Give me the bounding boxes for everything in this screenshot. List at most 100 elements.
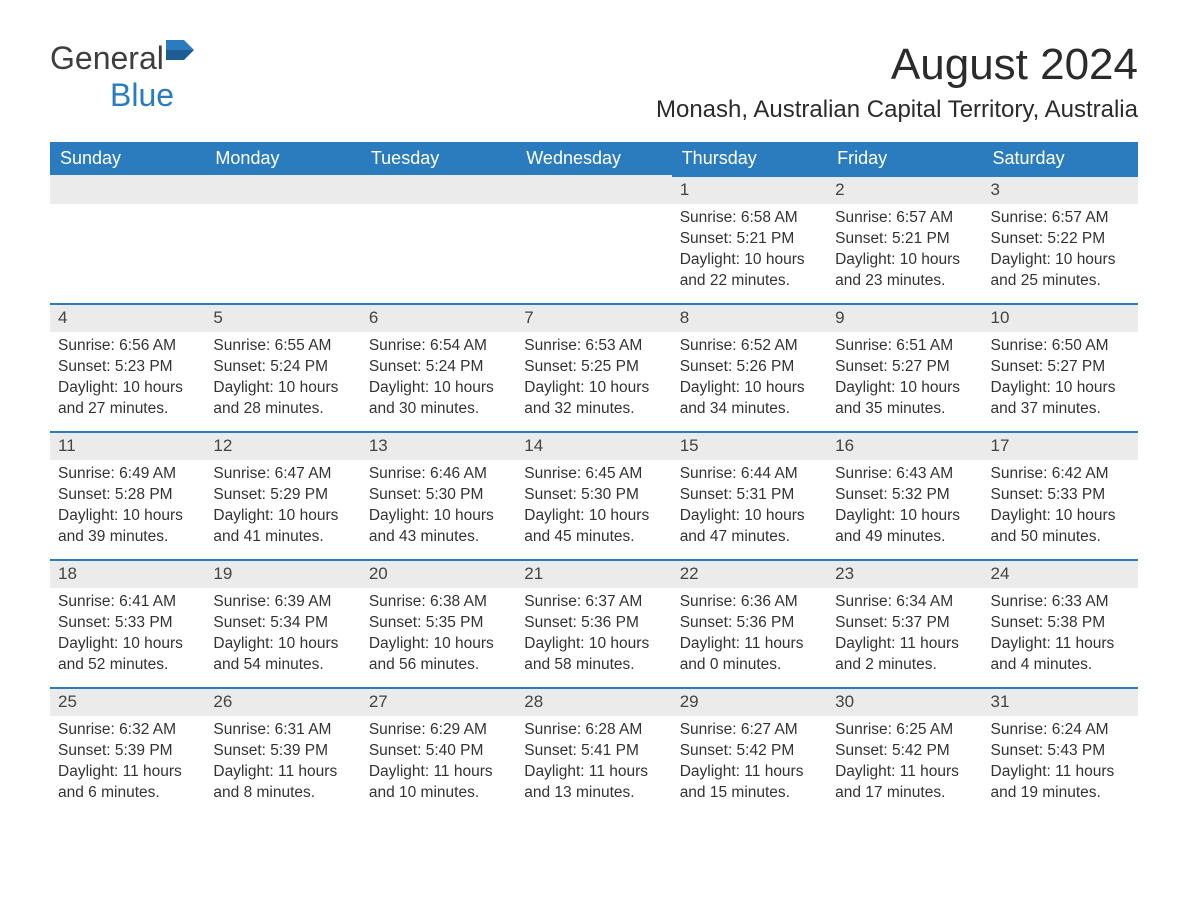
sunset-text: Sunset: 5:22 PM xyxy=(991,229,1130,250)
day-body: Sunrise: 6:54 AMSunset: 5:24 PMDaylight:… xyxy=(361,332,516,428)
daylight-text: Daylight: 10 hours and 32 minutes. xyxy=(524,378,663,420)
daylight-text: Daylight: 11 hours and 4 minutes. xyxy=(991,634,1130,676)
sunset-text: Sunset: 5:21 PM xyxy=(680,229,819,250)
day-body: Sunrise: 6:24 AMSunset: 5:43 PMDaylight:… xyxy=(983,716,1138,812)
daylight-text: Daylight: 10 hours and 56 minutes. xyxy=(369,634,508,676)
daylight-text: Daylight: 10 hours and 41 minutes. xyxy=(213,506,352,548)
logo: General Blue xyxy=(50,40,194,114)
calendar-day-cell: 26Sunrise: 6:31 AMSunset: 5:39 PMDayligh… xyxy=(205,687,360,815)
calendar-day-cell: 6Sunrise: 6:54 AMSunset: 5:24 PMDaylight… xyxy=(361,303,516,431)
day-body: Sunrise: 6:43 AMSunset: 5:32 PMDaylight:… xyxy=(827,460,982,556)
day-body: Sunrise: 6:36 AMSunset: 5:36 PMDaylight:… xyxy=(672,588,827,684)
logo-text-general: General xyxy=(50,40,164,76)
day-number: 23 xyxy=(827,559,982,588)
day-header: Monday xyxy=(205,142,360,175)
day-body: Sunrise: 6:55 AMSunset: 5:24 PMDaylight:… xyxy=(205,332,360,428)
calendar-day-cell: 5Sunrise: 6:55 AMSunset: 5:24 PMDaylight… xyxy=(205,303,360,431)
calendar-day-cell: 1Sunrise: 6:58 AMSunset: 5:21 PMDaylight… xyxy=(672,175,827,303)
sunrise-text: Sunrise: 6:31 AM xyxy=(213,720,352,741)
day-number: 28 xyxy=(516,687,671,716)
sunset-text: Sunset: 5:33 PM xyxy=(58,613,197,634)
day-header: Friday xyxy=(827,142,982,175)
calendar-day-cell: 4Sunrise: 6:56 AMSunset: 5:23 PMDaylight… xyxy=(50,303,205,431)
day-number: 15 xyxy=(672,431,827,460)
calendar-day-cell: 17Sunrise: 6:42 AMSunset: 5:33 PMDayligh… xyxy=(983,431,1138,559)
day-body: Sunrise: 6:58 AMSunset: 5:21 PMDaylight:… xyxy=(672,204,827,300)
day-body: Sunrise: 6:53 AMSunset: 5:25 PMDaylight:… xyxy=(516,332,671,428)
daylight-text: Daylight: 10 hours and 50 minutes. xyxy=(991,506,1130,548)
day-number: 18 xyxy=(50,559,205,588)
calendar-day-cell: 7Sunrise: 6:53 AMSunset: 5:25 PMDaylight… xyxy=(516,303,671,431)
sunset-text: Sunset: 5:36 PM xyxy=(524,613,663,634)
daylight-text: Daylight: 10 hours and 39 minutes. xyxy=(58,506,197,548)
calendar-day-cell xyxy=(205,175,360,303)
daylight-text: Daylight: 10 hours and 52 minutes. xyxy=(58,634,197,676)
sunrise-text: Sunrise: 6:49 AM xyxy=(58,464,197,485)
daylight-text: Daylight: 10 hours and 27 minutes. xyxy=(58,378,197,420)
day-body: Sunrise: 6:57 AMSunset: 5:22 PMDaylight:… xyxy=(983,204,1138,300)
sunrise-text: Sunrise: 6:32 AM xyxy=(58,720,197,741)
day-number: 13 xyxy=(361,431,516,460)
calendar-day-cell: 10Sunrise: 6:50 AMSunset: 5:27 PMDayligh… xyxy=(983,303,1138,431)
calendar-day-cell: 2Sunrise: 6:57 AMSunset: 5:21 PMDaylight… xyxy=(827,175,982,303)
calendar-week-row: 25 Sunrise: 6:32 AMSunset: 5:39 PM Dayligh… xyxy=(50,687,1138,815)
calendar-week-row: 1Sunrise: 6:58 AMSunset: 5:21 PMDaylight… xyxy=(50,175,1138,303)
day-number: 25 xyxy=(50,687,205,716)
day-header: Tuesday xyxy=(361,142,516,175)
day-number: 10 xyxy=(983,303,1138,332)
day-body: Sunrise: 6:56 AMSunset: 5:23 PMDaylight:… xyxy=(50,332,205,428)
calendar-day-cell xyxy=(50,175,205,303)
sunset-text: Sunset: 5:32 PM xyxy=(835,485,974,506)
day-body: Sunrise: 6:50 AMSunset: 5:27 PMDaylight:… xyxy=(983,332,1138,428)
day-header: Sunday xyxy=(50,142,205,175)
calendar-day-cell: 16Sunrise: 6:43 AMSunset: 5:32 PMDayligh… xyxy=(827,431,982,559)
day-body: Sunrise: 6:34 AMSunset: 5:37 PMDaylight:… xyxy=(827,588,982,684)
daylight-text: Daylight: 10 hours and 47 minutes. xyxy=(680,506,819,548)
day-number xyxy=(516,175,671,204)
sunset-text: Sunset: 5:30 PM xyxy=(369,485,508,506)
calendar-day-cell: 29Sunrise: 6:27 AMSunset: 5:42 PMDayligh… xyxy=(672,687,827,815)
sunset-text: Sunset: 5:42 PM xyxy=(680,741,819,762)
day-number: 7 xyxy=(516,303,671,332)
sunrise-text: Sunrise: 6:50 AM xyxy=(991,336,1130,357)
sunrise-text: Sunrise: 6:36 AM xyxy=(680,592,819,613)
sunset-text: Sunset: 5:39 PM xyxy=(58,741,197,762)
daylight-text: Daylight: 11 hours and 13 minutes. xyxy=(524,762,663,804)
sunset-text: Sunset: 5:24 PM xyxy=(369,357,508,378)
day-body: Sunrise: 6:33 AMSunset: 5:38 PMDaylight:… xyxy=(983,588,1138,684)
day-number: 12 xyxy=(205,431,360,460)
day-number: 6 xyxy=(361,303,516,332)
day-number: 1 xyxy=(672,175,827,204)
day-number: 21 xyxy=(516,559,671,588)
daylight-text: Daylight: 10 hours and 23 minutes. xyxy=(835,250,974,292)
sunset-text: Sunset: 5:25 PM xyxy=(524,357,663,378)
calendar-day-cell: 19Sunrise: 6:39 AMSunset: 5:34 PMDayligh… xyxy=(205,559,360,687)
sunset-text: Sunset: 5:23 PM xyxy=(58,357,197,378)
daylight-text: Daylight: 10 hours and 54 minutes. xyxy=(213,634,352,676)
calendar-table: SundayMondayTuesdayWednesdayThursdayFrid… xyxy=(50,142,1138,815)
sunrise-text: Sunrise: 6:44 AM xyxy=(680,464,819,485)
sunrise-text: Sunrise: 6:33 AM xyxy=(991,592,1130,613)
daylight-text: Daylight: 11 hours and 0 minutes. xyxy=(680,634,819,676)
calendar-day-cell: 21Sunrise: 6:37 AMSunset: 5:36 PMDayligh… xyxy=(516,559,671,687)
day-number: 27 xyxy=(361,687,516,716)
day-number: 4 xyxy=(50,303,205,332)
daylight-text: Daylight: 11 hours and 17 minutes. xyxy=(835,762,974,804)
sunrise-text: Sunrise: 6:52 AM xyxy=(680,336,819,357)
sunrise-text: Sunrise: 6:45 AM xyxy=(524,464,663,485)
calendar-day-cell: 14Sunrise: 6:45 AMSunset: 5:30 PMDayligh… xyxy=(516,431,671,559)
location-text: Monash, Australian Capital Territory, Au… xyxy=(656,96,1138,124)
sunset-text: Sunset: 5:29 PM xyxy=(213,485,352,506)
day-number xyxy=(361,175,516,204)
calendar-day-cell: 13Sunrise: 6:46 AMSunset: 5:30 PMDayligh… xyxy=(361,431,516,559)
calendar-day-cell: 8Sunrise: 6:52 AMSunset: 5:26 PMDaylight… xyxy=(672,303,827,431)
sunset-text: Sunset: 5:42 PM xyxy=(835,741,974,762)
sunrise-text: Sunrise: 6:58 AM xyxy=(680,208,819,229)
sunset-text: Sunset: 5:27 PM xyxy=(835,357,974,378)
day-body: Sunrise: 6:31 AMSunset: 5:39 PMDaylight:… xyxy=(205,716,360,812)
day-number: 11 xyxy=(50,431,205,460)
day-number: 22 xyxy=(672,559,827,588)
logo-text: General Blue xyxy=(50,40,194,114)
daylight-text: Daylight: 10 hours and 45 minutes. xyxy=(524,506,663,548)
sunrise-text: Sunrise: 6:54 AM xyxy=(369,336,508,357)
